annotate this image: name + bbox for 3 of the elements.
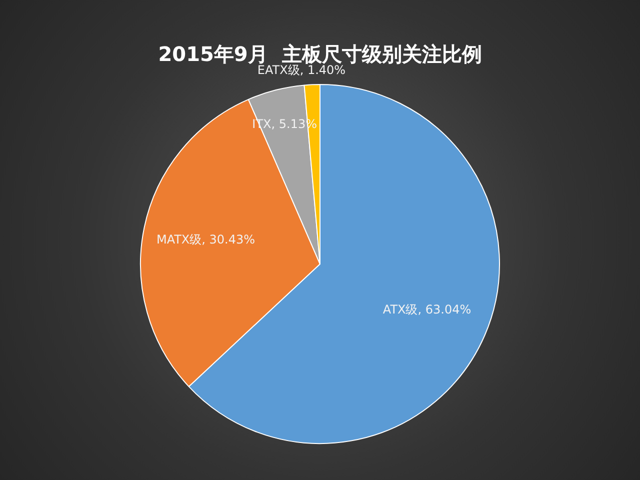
slice-label: EATX级, 1.40% [257,62,346,77]
slice-label: ATX级, 63.04% [382,302,472,317]
slice-label: MATX级, 30.43% [156,232,256,246]
